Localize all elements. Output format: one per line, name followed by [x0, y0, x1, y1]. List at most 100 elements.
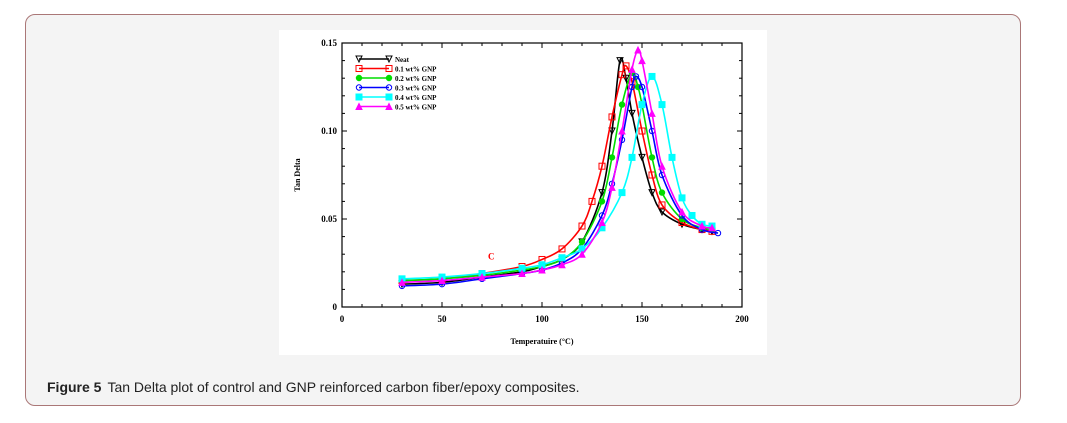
data-point: [638, 56, 646, 65]
series-line: [401, 57, 713, 285]
y-axis-label: Tan Delta: [293, 158, 302, 191]
data-point: [658, 101, 666, 109]
legend-label: Neat: [395, 56, 410, 64]
data-point: [578, 250, 586, 258]
data-point: [608, 113, 616, 121]
x-tick-label: 150: [635, 314, 649, 324]
legend-item: 0.3 wt% GNP: [355, 84, 437, 93]
data-point: [638, 153, 646, 162]
data-point: [658, 162, 666, 170]
data-point: [658, 201, 666, 209]
data-point: [628, 109, 636, 118]
data-point: [678, 207, 686, 216]
data-point: [618, 126, 626, 135]
data-point: [638, 83, 646, 91]
data-point: [628, 153, 636, 161]
data-point: [632, 73, 640, 80]
legend-item: 0.2 wt% GNP: [355, 74, 437, 83]
data-point: [618, 136, 626, 144]
legend-marker: [355, 93, 363, 101]
data-point: [628, 65, 636, 73]
legend-item: 0.4 wt% GNP: [355, 93, 437, 102]
data-point: [638, 101, 646, 109]
data-point: [688, 211, 696, 219]
y-tick-label: 0.10: [321, 126, 337, 136]
data-point: [648, 189, 656, 197]
data-point: [622, 74, 630, 83]
data-point: [714, 229, 722, 237]
data-point: [608, 183, 616, 191]
data-point: [558, 260, 566, 269]
data-point: [618, 101, 626, 108]
legend-marker: [385, 74, 393, 82]
data-point: [518, 269, 526, 278]
data-point: [558, 254, 566, 262]
data-point: [558, 245, 566, 253]
legend-label: 0.1 wt% GNP: [395, 66, 437, 74]
x-tick-label: 100: [535, 314, 549, 324]
data-point: [698, 221, 706, 230]
data-point: [598, 218, 606, 227]
legend-marker: [385, 102, 393, 110]
figure-image: 0 50 100 150 200 0 0.05 0.10 0.15 Temperatuire (°…: [279, 30, 767, 355]
data-point: [618, 71, 626, 79]
data-point: [648, 72, 656, 80]
data-point: [638, 127, 646, 135]
series-line: [401, 64, 713, 282]
data-point: [538, 265, 546, 274]
data-point: [648, 154, 656, 161]
caption-label: Figure 5: [47, 379, 102, 395]
y-tick-label: 0.15: [321, 38, 337, 48]
y-tick-label: 0.05: [321, 214, 337, 224]
legend-marker: [355, 55, 363, 64]
caption-text: Tan Delta plot of control and GNP reinfo…: [107, 379, 580, 395]
data-point: [616, 57, 624, 65]
legend-marker: [385, 65, 393, 72]
annotation-label: C: [488, 251, 495, 261]
data-point: [478, 272, 486, 281]
data-point: [398, 278, 406, 286]
data-point: [668, 153, 676, 161]
data-point: [608, 127, 616, 136]
y-tick-label: 0: [333, 302, 338, 312]
data-point: [678, 194, 686, 202]
data-point: [578, 238, 586, 246]
data-point: [588, 197, 596, 205]
data-point: [622, 62, 630, 70]
legend-item: 0.5 wt% GNP: [355, 102, 437, 112]
tan-delta-chart: 0 50 100 150 200 0 0.05 0.10 0.15 Temperatuire (°…: [293, 38, 749, 346]
legend-marker: [385, 93, 393, 101]
data-point: [634, 45, 642, 54]
series-4: [398, 72, 716, 283]
series-5: [398, 45, 716, 286]
x-tick-label: 0: [340, 314, 345, 324]
data-point: [658, 208, 666, 217]
legend-item: 0.1 wt% GNP: [355, 65, 437, 74]
legend-marker: [355, 84, 363, 91]
data-point: [708, 223, 716, 232]
series-2: [398, 69, 716, 284]
data-point: [618, 189, 626, 197]
figure-caption: Figure 5 Tan Delta plot of control and GN…: [47, 379, 580, 395]
legend-marker: [355, 102, 363, 110]
legend-marker: [355, 65, 363, 72]
legend-label: 0.5 wt% GNP: [395, 104, 437, 112]
data-point: [598, 198, 606, 205]
x-axis-label: Temperatuire (°C): [511, 337, 574, 346]
legend-marker: [355, 74, 363, 82]
x-tick-label: 50: [438, 314, 448, 324]
data-point: [648, 171, 656, 179]
x-tick-label: 200: [735, 314, 749, 324]
legend-marker: [385, 84, 393, 91]
data-point: [648, 109, 656, 117]
legend-label: 0.3 wt% GNP: [395, 85, 437, 93]
series-line: [401, 48, 713, 284]
legend-marker: [385, 55, 393, 64]
data-point: [608, 154, 616, 161]
data-point: [578, 222, 586, 230]
data-point: [658, 189, 666, 196]
legend-label: 0.2 wt% GNP: [395, 75, 437, 83]
legend-item: Neat: [355, 55, 410, 64]
legend-label: 0.4 wt% GNP: [395, 94, 437, 102]
data-point: [598, 162, 606, 170]
